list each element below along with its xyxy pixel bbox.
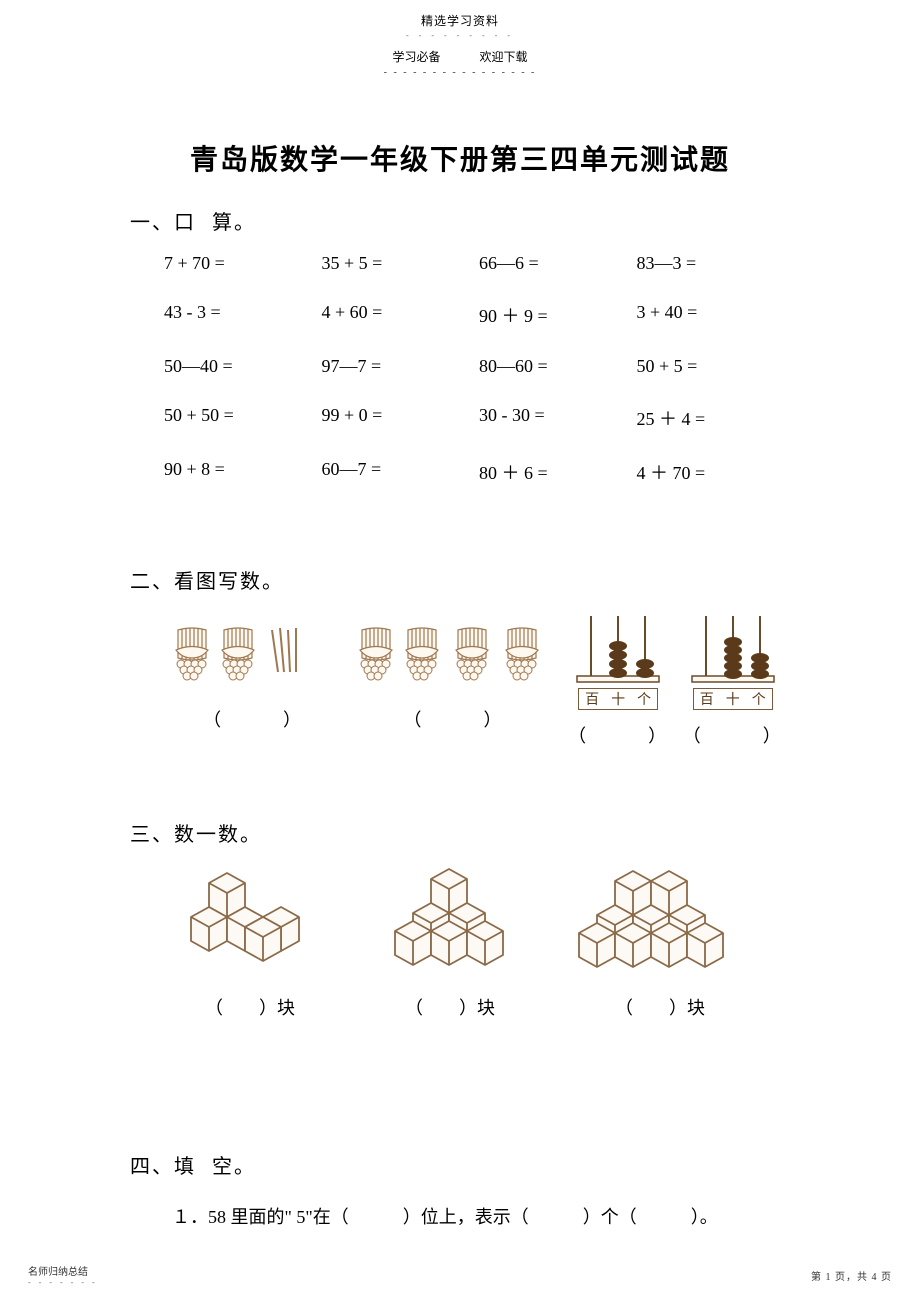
sticks-icon: [354, 614, 554, 694]
s2-num: 二、: [130, 571, 174, 593]
page-header: 精选学习资料 - - - - - - - - - 学习必备 欢迎下载 - - -…: [0, 0, 920, 78]
math-cell: 3 + 40 =: [637, 302, 785, 328]
cube-label: （ ）块: [375, 994, 525, 1020]
q4-line1: １．58 里面的" 5"在（ ）位上，表示（ ）个（ ）。: [130, 1201, 790, 1233]
math-cell: 30 - 30 =: [479, 405, 627, 431]
math-cell: 43 - 3 =: [164, 302, 312, 328]
math-cell: 4 ＋ 70 =: [637, 459, 785, 485]
abacus-col: 十: [605, 689, 631, 709]
math-cell: 99 + 0 =: [322, 405, 470, 431]
abacus-labels: 百 十 个: [578, 688, 658, 710]
abacus-col: 个: [631, 689, 657, 709]
cube-label: （ ）块: [175, 994, 325, 1020]
footer-left-text: 名师归纳总结: [28, 1263, 98, 1278]
header-line2: 学习必备 欢迎下载: [0, 48, 920, 65]
footer-right: 第 1 页，共 4 页: [811, 1268, 892, 1283]
section2-head: 二、看图写数。: [130, 565, 790, 594]
s4-num: 四、: [130, 1156, 174, 1178]
abacus-col: 百: [694, 689, 720, 709]
paren: （ ）: [675, 722, 790, 748]
header-line1: 精选学习资料: [0, 12, 920, 29]
abacus-col: 十: [720, 689, 746, 709]
footer-dots: - - - - - - -: [28, 1278, 98, 1287]
math-cell: 66—6 =: [479, 253, 627, 274]
math-cell: 97—7 =: [322, 356, 470, 377]
sticks-icon: [168, 614, 338, 694]
math-cell: 80—60 =: [479, 356, 627, 377]
s3-num: 三、: [130, 824, 174, 846]
paren: （ ）: [346, 706, 561, 732]
s1-num: 一、: [130, 212, 174, 234]
math-cell: 80 ＋ 6 =: [479, 459, 627, 485]
header-left: 学习必备: [392, 50, 440, 64]
math-cell: 7 + 70 =: [164, 253, 312, 274]
page-title: 青岛版数学一年级下册第三四单元测试题: [0, 138, 920, 178]
s1-lab1: 口: [174, 212, 196, 234]
s4-lab2: 空。: [212, 1156, 256, 1178]
math-cell: 4 + 60 =: [322, 302, 470, 328]
header-dashes: - - - - - - - - - - - - - - - -: [0, 67, 920, 78]
section2-figures: （ ） （ ） 百 十: [130, 614, 790, 748]
math-cell: 60—7 =: [322, 459, 470, 485]
fig-abacus-2: 百 十 个 （ ）: [675, 614, 790, 748]
paren: （ ）: [561, 722, 676, 748]
abacus-icon: [688, 614, 778, 684]
s4-lab1: 填: [174, 1156, 196, 1178]
math-grid: 7 + 70 = 35 + 5 = 66—6 = 83—3 = 43 - 3 =…: [130, 253, 790, 485]
math-cell: 50 + 50 =: [164, 405, 312, 431]
section3-head: 三、数一数。: [130, 818, 790, 847]
s1-lab2: 算。: [212, 212, 256, 234]
math-cell: 90 ＋ 9 =: [479, 302, 627, 328]
cube-label: （ ）块: [575, 994, 745, 1020]
cubes-icon: [175, 867, 325, 977]
cubes-icon: [375, 867, 525, 977]
math-cell: 83—3 =: [637, 253, 785, 274]
math-cell: 25 ＋ 4 =: [637, 405, 785, 431]
header-right: 欢迎下载: [480, 50, 528, 64]
abacus-labels: 百 十 个: [693, 688, 773, 710]
paren: （ ）: [160, 706, 346, 732]
fig-abacus-1: 百 十 个 （ ）: [561, 614, 676, 748]
abacus-col: 个: [746, 689, 772, 709]
section3-figures: （ ）块 （ ）块: [130, 867, 790, 1020]
section1-head: 一、口算。: [130, 206, 790, 235]
cubes-3: （ ）块: [575, 867, 745, 1020]
s3-lab: 数一数。: [174, 824, 262, 846]
footer-left: 名师归纳总结 - - - - - - -: [28, 1263, 98, 1287]
math-cell: 50—40 =: [164, 356, 312, 377]
math-cell: 90 + 8 =: [164, 459, 312, 485]
fig-sticks-24: （ ）: [160, 614, 346, 748]
section4-head: 四、填空。: [130, 1150, 790, 1179]
abacus-col: 百: [579, 689, 605, 709]
cubes-icon: [575, 867, 745, 977]
cubes-2: （ ）块: [375, 867, 525, 1020]
fig-sticks-40: （ ）: [346, 614, 561, 748]
cubes-1: （ ）块: [175, 867, 325, 1020]
s2-lab: 看图写数。: [174, 571, 284, 593]
math-cell: 50 + 5 =: [637, 356, 785, 377]
header-dots: - - - - - - - - -: [0, 31, 920, 40]
abacus-icon: [573, 614, 663, 684]
math-cell: 35 + 5 =: [322, 253, 470, 274]
